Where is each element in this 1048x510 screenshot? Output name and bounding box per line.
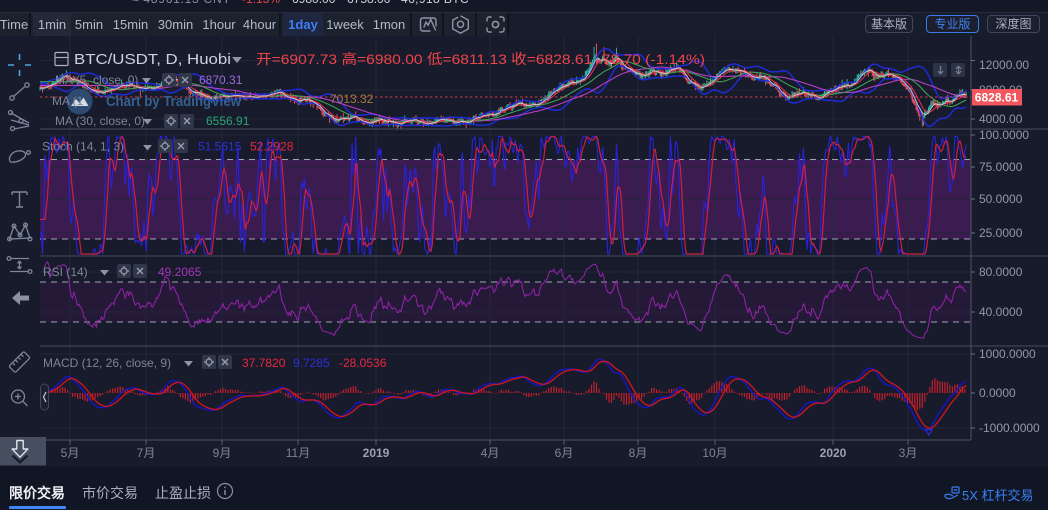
svg-text:6月: 6月 [555, 446, 574, 460]
svg-text:6870.31: 6870.31 [199, 73, 243, 87]
svg-text:51.5615: 51.5615 [198, 140, 242, 154]
svg-text:-28.0536: -28.0536 [339, 356, 387, 370]
svg-text:4月: 4月 [481, 446, 500, 460]
svg-text:7013.32: 7013.32 [330, 92, 374, 106]
svg-text:-1000.0000: -1000.0000 [979, 421, 1040, 435]
svg-text:50.0000: 50.0000 [979, 192, 1023, 206]
svg-text:4000.00: 4000.00 [979, 112, 1023, 126]
svg-text:MA (5, close, 0): MA (5, close, 0) [55, 73, 138, 87]
svg-text:RSI (14): RSI (14) [43, 265, 88, 279]
svg-text:Chart by TradingView: Chart by TradingView [106, 93, 241, 110]
svg-text:BTC/USDT, D, Huobi: BTC/USDT, D, Huobi [74, 51, 231, 68]
svg-text:3月: 3月 [899, 446, 918, 460]
svg-text:52.2928: 52.2928 [250, 140, 294, 154]
svg-text:1000.0000: 1000.0000 [979, 347, 1036, 361]
svg-text:12000.00: 12000.00 [979, 58, 1029, 72]
svg-text:MACD (12, 26, close, 9): MACD (12, 26, close, 9) [43, 356, 171, 370]
svg-text:49.2065: 49.2065 [158, 265, 202, 279]
svg-text:9.7285: 9.7285 [293, 356, 330, 370]
svg-text:Stoch (14, 1, 3): Stoch (14, 1, 3) [42, 140, 124, 154]
svg-text:MA (1: MA (1 [52, 94, 84, 108]
svg-text:25.0000: 25.0000 [979, 226, 1023, 240]
svg-text:2020: 2020 [820, 446, 847, 460]
svg-text:6556.91: 6556.91 [206, 114, 250, 128]
svg-text:5月: 5月 [61, 446, 80, 460]
svg-text:10月: 10月 [702, 446, 727, 460]
svg-text:9月: 9月 [213, 446, 232, 460]
svg-text:0.0000: 0.0000 [979, 386, 1016, 400]
svg-text:40.0000: 40.0000 [979, 305, 1023, 319]
svg-text:80.0000: 80.0000 [979, 265, 1023, 279]
svg-text:6828.61: 6828.61 [975, 91, 1019, 105]
svg-text:MA (30, close, 0): MA (30, close, 0) [55, 114, 145, 128]
svg-text:11月: 11月 [286, 446, 310, 460]
svg-text:75.0000: 75.0000 [979, 160, 1023, 174]
svg-text:8月: 8月 [629, 446, 648, 460]
svg-text:开=6907.73 高=6980.00 低=6811.13: 开=6907.73 高=6980.00 低=6811.13 收=6828.61 … [256, 51, 705, 67]
svg-text:2019: 2019 [363, 446, 390, 460]
svg-text:100.0000: 100.0000 [979, 128, 1029, 142]
svg-text:37.7820: 37.7820 [242, 356, 286, 370]
svg-text:7月: 7月 [137, 446, 156, 460]
